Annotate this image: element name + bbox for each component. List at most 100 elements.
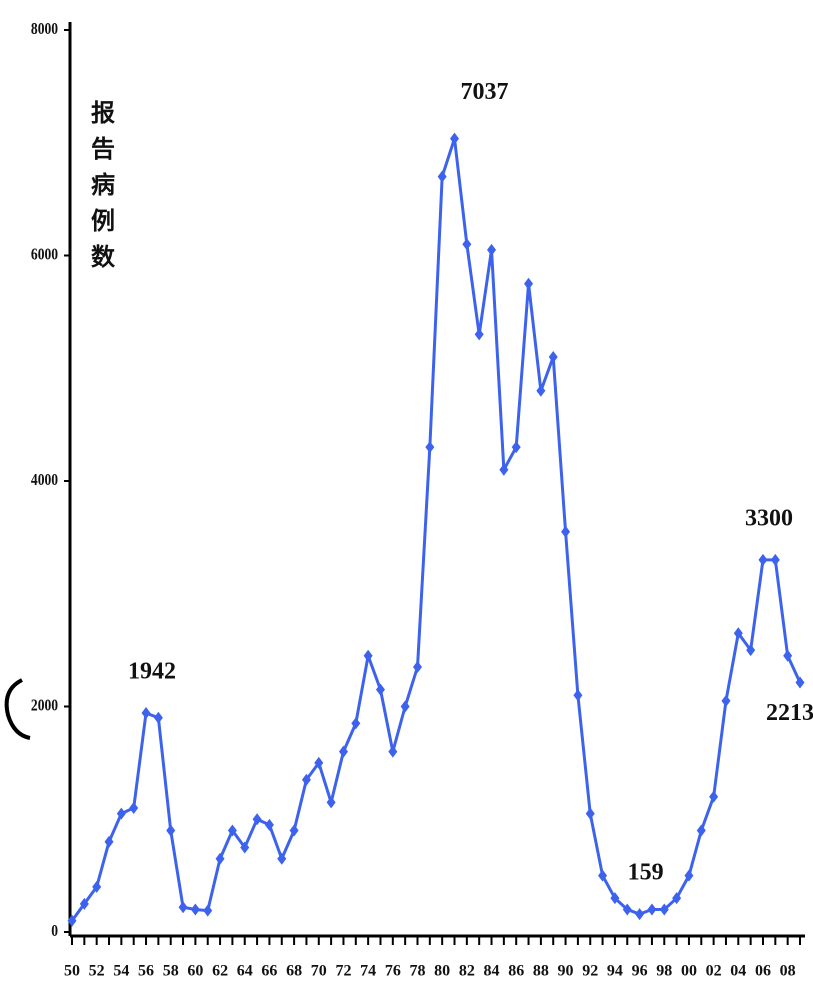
data-label: 159 xyxy=(628,860,664,886)
data-point xyxy=(696,824,706,837)
data-point xyxy=(622,903,632,916)
x-tick-label: 00 xyxy=(681,963,697,980)
data-point xyxy=(116,807,126,820)
x-tick-label: 02 xyxy=(706,963,722,980)
x-tick-label: 50 xyxy=(64,963,80,980)
data-point xyxy=(561,525,571,538)
x-tick-label: 92 xyxy=(582,963,598,980)
x-tick-label: 08 xyxy=(780,963,796,980)
data-point xyxy=(215,852,225,865)
data-point xyxy=(388,745,398,758)
data-point xyxy=(264,818,274,831)
x-tick-label: 52 xyxy=(89,963,105,980)
x-tick-label: 72 xyxy=(335,963,351,980)
x-tick-label: 94 xyxy=(607,963,623,980)
data-point xyxy=(499,463,509,476)
data-point xyxy=(375,683,385,696)
data-point xyxy=(548,350,558,363)
data-point xyxy=(474,328,484,341)
data-point xyxy=(338,745,348,758)
data-point xyxy=(437,170,447,183)
x-tick-label: 76 xyxy=(385,963,401,980)
x-tick-label: 82 xyxy=(459,963,475,980)
x-tick-label: 70 xyxy=(311,963,327,980)
x-tick-label: 68 xyxy=(286,963,302,980)
data-point xyxy=(240,841,250,854)
data-point xyxy=(289,824,299,837)
data-point xyxy=(536,384,546,397)
data-point xyxy=(203,904,213,917)
x-tick-label: 56 xyxy=(138,963,154,980)
data-point xyxy=(659,903,669,916)
data-point xyxy=(746,644,756,657)
data-point xyxy=(129,801,139,814)
x-tick-label: 96 xyxy=(632,963,648,980)
x-tick-label: 78 xyxy=(409,963,425,980)
data-point xyxy=(684,869,694,882)
data-point xyxy=(104,835,114,848)
data-point xyxy=(511,441,521,454)
data-point xyxy=(462,238,472,251)
data-label: 1942 xyxy=(128,659,176,685)
data-point xyxy=(672,892,682,905)
data-point xyxy=(153,711,163,724)
x-tick-label: 98 xyxy=(656,963,672,980)
x-tick-label: 80 xyxy=(434,963,450,980)
data-point xyxy=(252,813,262,826)
data-point xyxy=(647,903,657,916)
x-tick-label: 06 xyxy=(755,963,771,980)
data-point xyxy=(141,707,151,720)
data-point xyxy=(598,869,608,882)
x-tick-label: 86 xyxy=(508,963,524,980)
data-point xyxy=(758,553,768,566)
x-tick-label: 64 xyxy=(237,963,253,980)
x-tick-label: 62 xyxy=(212,963,228,980)
data-point xyxy=(351,717,361,730)
data-point xyxy=(487,243,497,256)
data-point xyxy=(326,796,336,809)
data-point xyxy=(277,852,287,865)
data-point xyxy=(770,553,780,566)
x-tick-label: 88 xyxy=(533,963,549,980)
data-point xyxy=(314,756,324,769)
data-label: 7037 xyxy=(461,79,509,105)
x-tick-label: 66 xyxy=(261,963,277,980)
data-point xyxy=(412,661,422,674)
data-point xyxy=(709,790,719,803)
y-tick-label: 8000 xyxy=(31,20,58,39)
data-point xyxy=(425,441,435,454)
x-tick-label: 74 xyxy=(360,963,376,980)
data-point xyxy=(795,676,805,689)
data-point xyxy=(450,132,460,145)
y-axis-label: 报告病例数 xyxy=(86,100,114,280)
x-tick-label: 90 xyxy=(558,963,574,980)
data-point xyxy=(400,700,410,713)
data-point xyxy=(301,773,311,786)
data-point xyxy=(178,901,188,914)
data-point xyxy=(610,892,620,905)
data-label: 3300 xyxy=(745,505,793,531)
data-point xyxy=(635,908,645,921)
data-point xyxy=(79,897,89,910)
x-tick-label: 84 xyxy=(484,963,500,980)
data-point xyxy=(67,914,77,927)
y-tick-label: 2000 xyxy=(31,696,58,715)
data-point xyxy=(524,277,534,290)
data-point xyxy=(585,807,595,820)
y-tick-label: 0 xyxy=(51,922,58,941)
data-label: 2213 xyxy=(766,700,813,726)
y-tick-label: 6000 xyxy=(31,245,58,264)
data-point xyxy=(733,627,743,640)
data-point xyxy=(363,649,373,662)
data-point xyxy=(92,880,102,893)
data-point xyxy=(783,649,793,662)
data-point xyxy=(190,903,200,916)
artifact-stroke xyxy=(4,678,31,740)
x-tick-label: 54 xyxy=(113,963,129,980)
y-tick-label: 4000 xyxy=(31,471,58,490)
data-point xyxy=(573,689,583,702)
data-point xyxy=(166,824,176,837)
x-tick-label: 60 xyxy=(187,963,203,980)
